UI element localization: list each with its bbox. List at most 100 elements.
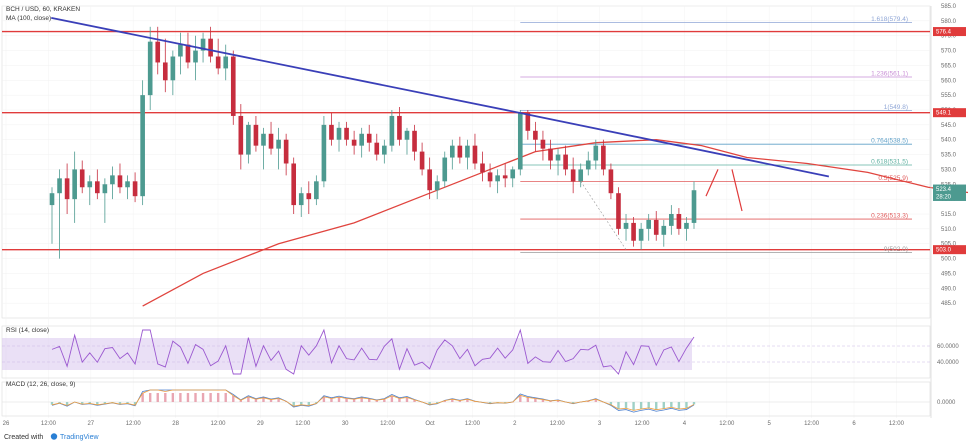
projection [705, 169, 743, 212]
macd-bar-85 [692, 402, 696, 405]
badge-label-4: 503.0 [936, 248, 952, 254]
candle-20 [200, 32, 206, 63]
candle-51 [434, 175, 440, 200]
rsi-pane: 60.0000 40.0000 [1, 325, 959, 379]
candle-22 [215, 38, 221, 75]
macd-bar-47 [405, 397, 409, 402]
candle-0 [49, 187, 55, 244]
macd-bar-55 [466, 399, 469, 402]
candle-61 [510, 166, 516, 188]
time-tick-5: 12:00 [210, 421, 226, 427]
tradingview-logo[interactable]: TradingView [50, 433, 100, 441]
price-tick-1: 580.0 [941, 19, 957, 25]
time-tick-4: 28 [172, 421, 179, 427]
macd-bar-67 [556, 400, 560, 402]
macd-bar-65 [541, 399, 545, 402]
macd-bar-36 [322, 396, 326, 402]
candle-12 [140, 80, 145, 206]
candle-25 [238, 104, 244, 170]
candle-79 [646, 214, 651, 241]
price-tick-9: 540.0 [941, 138, 957, 144]
candle-67 [555, 148, 561, 176]
price-tick-17: 500.0 [941, 257, 957, 263]
macd-signal-line [51, 389, 695, 411]
candle-68 [563, 145, 568, 176]
time-tick-7: 12:00 [295, 421, 311, 427]
macd-bar-64 [534, 398, 537, 402]
macd-bar-2 [65, 402, 69, 406]
tradingview-brand[interactable]: TradingView [60, 434, 99, 441]
macd-bar-20 [201, 393, 205, 402]
macd-bar-38 [337, 397, 341, 402]
projection-up [705, 169, 719, 197]
macd-bar-52 [443, 400, 446, 402]
macd-bar-43 [375, 400, 378, 402]
fib-range [580, 181, 627, 250]
rsi-label: RSI (14, close) [6, 327, 49, 334]
candle-60 [502, 163, 508, 188]
time-tick-14: 3 [598, 421, 602, 427]
fib-label-7: 0(502.0) [884, 246, 908, 253]
candle-1 [57, 169, 62, 259]
time-tick-10: Oct [425, 421, 435, 427]
time-tick-8: 30 [342, 421, 349, 427]
price-badges: 576.4 549.1 523.428:20 503.0 [933, 27, 966, 255]
price-tick-14: 515.0 [941, 212, 957, 218]
time-tick-3: 12:00 [126, 421, 142, 427]
macd-bar-53 [451, 399, 454, 402]
macd-tick-0: 0.0000 [937, 400, 956, 406]
candle-11 [132, 172, 138, 203]
time-tick-17: 12:00 [719, 421, 735, 427]
macd-bar-12 [141, 393, 144, 402]
macd-pane: 0.0000 [1, 381, 956, 417]
candle-34 [306, 181, 312, 214]
macd-bar-21 [209, 393, 212, 402]
badge-label-0: 576.4 [936, 30, 952, 36]
candle-33 [298, 187, 304, 217]
macd-bar-46 [398, 398, 401, 402]
macd-bar-71 [587, 400, 590, 402]
candle-39 [344, 121, 349, 146]
macd-bar-18 [186, 393, 190, 402]
candle-30 [276, 127, 281, 170]
candle-75 [616, 187, 621, 235]
price-tick-15: 510.0 [941, 227, 957, 233]
candle-71 [585, 151, 591, 176]
candle-76 [623, 214, 629, 241]
macd-bar-35 [315, 402, 318, 404]
candle-48 [412, 124, 417, 161]
candle-42 [366, 124, 372, 152]
macd-bar-6 [96, 402, 99, 405]
macd-bar-5 [88, 402, 91, 404]
candle-85 [691, 181, 697, 229]
macd-bar-54 [458, 400, 462, 402]
price-tick-11: 530.0 [941, 167, 957, 173]
macd-bar-45 [390, 395, 394, 402]
ma-label: MA (100, close) [6, 15, 51, 22]
price-tick-18: 495.0 [941, 271, 957, 277]
candle-6 [95, 169, 100, 200]
badge-0: 576.4 [933, 27, 966, 37]
candle-41 [359, 127, 364, 158]
price-tick-10: 535.0 [941, 153, 957, 159]
macd-bar-33 [300, 402, 303, 405]
macd-bar-34 [307, 402, 310, 406]
support-resistance-lines [2, 30, 930, 251]
candle-45 [389, 110, 395, 152]
macd-bar-26 [247, 396, 250, 402]
candles [49, 26, 697, 259]
candle-50 [427, 157, 432, 200]
candle-83 [676, 208, 682, 235]
macd-bar-25 [239, 400, 243, 402]
macd-bar-66 [549, 400, 552, 402]
candle-80 [653, 211, 659, 241]
price-tick-2: 575.0 [941, 34, 957, 40]
fib-label-1: 1.236(561.1) [871, 71, 908, 78]
candle-40 [351, 130, 357, 155]
macd-bar-10 [126, 402, 129, 404]
fib-label-3: 0.764(538.5) [871, 138, 908, 145]
price-tick-0: 585.0 [941, 4, 957, 10]
rsi-tick-0: 60.0000 [937, 344, 959, 350]
badge-label-2: 523.4 [936, 187, 952, 193]
